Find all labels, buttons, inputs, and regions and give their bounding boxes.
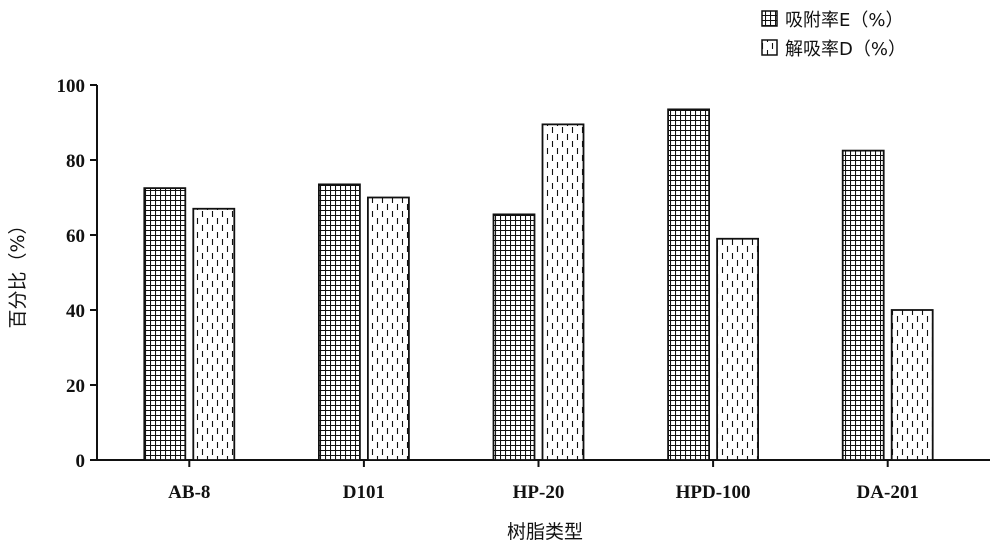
y-tick-label: 100 <box>57 76 86 97</box>
y-tick-label: 80 <box>66 151 85 172</box>
bar-adsorption-da-201 <box>841 149 885 461</box>
legend: 吸附率E（%） 解吸率D（%） <box>761 10 906 60</box>
bar-desorption-ab-8 <box>192 207 236 461</box>
bar-adsorption-hp-20 <box>492 213 536 461</box>
y-tick-label: 20 <box>66 376 85 397</box>
bar-desorption-da-201 <box>890 309 934 461</box>
bar-desorption-d101 <box>366 196 410 461</box>
x-tick-label: HPD-100 <box>676 482 751 503</box>
x-axis-title: 树脂类型 <box>507 521 583 543</box>
bar-adsorption-hpd-100 <box>667 108 710 461</box>
bar-adsorption-d101 <box>317 183 361 461</box>
legend-label-desorption: 解吸率D（%） <box>785 39 906 60</box>
bar-desorption-hpd-100 <box>716 237 759 461</box>
x-ticks: AB-8 D101 HP-20 HPD-100 DA-201 <box>168 460 919 503</box>
y-ticks: 0 20 40 60 80 100 <box>57 76 97 472</box>
legend-swatch-desorption <box>761 39 778 56</box>
bar-desorption-hp-20 <box>541 123 585 461</box>
bars <box>143 108 934 461</box>
y-tick-label: 40 <box>66 301 85 322</box>
x-tick-label: D101 <box>343 482 385 503</box>
y-tick-label: 0 <box>76 451 86 472</box>
y-tick-label: 60 <box>66 226 85 247</box>
x-tick-label: DA-201 <box>857 482 919 503</box>
x-tick-label: HP-20 <box>513 482 565 503</box>
y-axis-title: 百分比（%） <box>7 215 29 328</box>
bar-adsorption-ab-8 <box>143 187 187 461</box>
legend-swatch-adsorption <box>761 10 778 27</box>
legend-label-adsorption: 吸附率E（%） <box>785 10 903 31</box>
x-tick-label: AB-8 <box>168 482 210 503</box>
